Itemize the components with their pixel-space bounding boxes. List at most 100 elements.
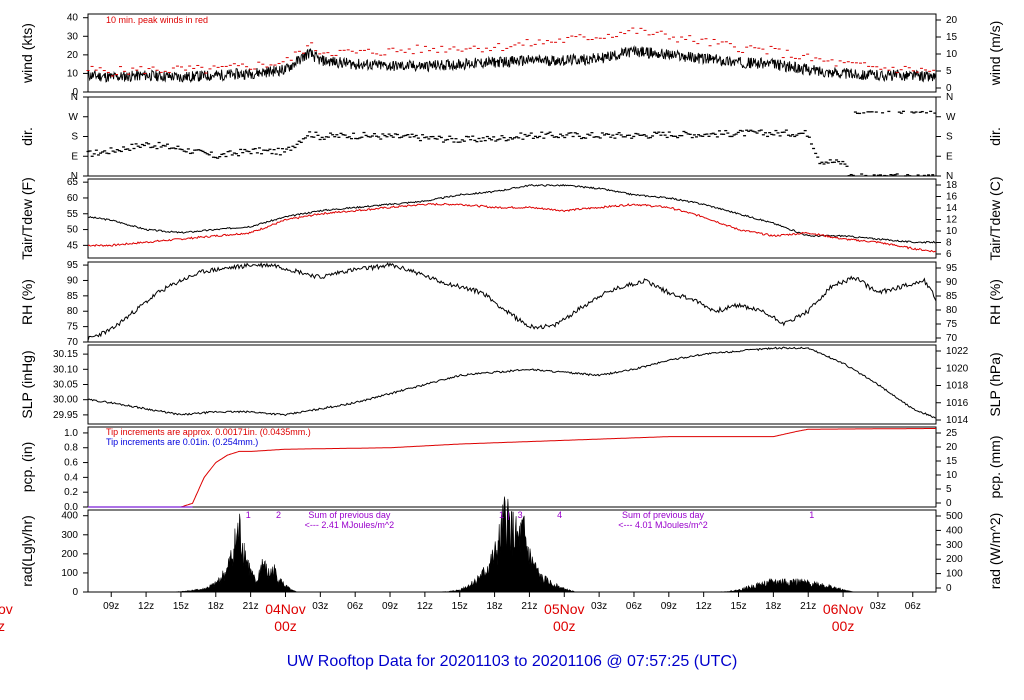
day-label-date: 05Nov (544, 601, 584, 617)
rain-mark: 1 (499, 510, 504, 520)
day-sum-note: Sum of previous day (308, 510, 391, 520)
page-title: UW Rooftop Data for 20201103 to 20201106… (287, 653, 738, 670)
y-axis-label-right: wind (m/s) (987, 21, 1003, 87)
rh-line (87, 261, 937, 341)
y-tick-label-right: 25 (946, 428, 958, 439)
y-tick-label: 90 (67, 275, 79, 286)
panel-slp: SLP (inHg) SLP (hPa) 29.95 30.00 30.05 30.10 3… (19, 344, 1003, 426)
y-tick-label: 30.00 (53, 395, 78, 406)
y-tick-label: 0.0 (64, 502, 78, 513)
y-tick-label: 10 (67, 68, 79, 79)
y-tick-label: 20 (67, 50, 79, 61)
panel-frame (87, 13, 937, 93)
y-tick-label-right: 18 (946, 180, 958, 191)
y-tick-label-right: 100 (946, 569, 963, 580)
pcp-red-line (88, 428, 936, 508)
y-tick-label-right: 0 (946, 583, 952, 594)
rain-mark: | (507, 510, 509, 520)
y-tick-label: 0 (72, 87, 78, 98)
y-tick-label: 30.10 (53, 364, 78, 375)
y-axis-label-right: dir. (987, 127, 1003, 146)
x-tick-label: 21z (800, 601, 816, 612)
y-axis-label-right: Tair/Tdew (C) (987, 176, 1003, 260)
pcp-note-blue: Tip increments are 0.01in. (0.254mm.) (106, 437, 258, 447)
y-tick-label-right: 1022 (946, 346, 969, 357)
x-tick-label: 21z (243, 601, 259, 612)
day-label-date: 04Nov (265, 601, 305, 617)
y-tick-label: 0.8 (64, 443, 78, 454)
y-tick-label-right: 95 (946, 263, 958, 274)
x-tick-label: 12z (138, 601, 154, 612)
y-tick-label-right: S (946, 132, 953, 143)
y-tick-label-right: 14 (946, 203, 958, 214)
y-tick-label-right: 85 (946, 291, 958, 302)
day-label-hour: 00z (832, 618, 855, 634)
y-tick-label-right: 10 (946, 49, 958, 60)
y-tick-label-right: 300 (946, 540, 963, 551)
panel-frame (87, 344, 937, 425)
y-tick-label: W (69, 112, 79, 123)
panel-frame (87, 426, 937, 508)
x-tick-label: 18z (208, 601, 224, 612)
y-tick-label-right: 70 (946, 333, 958, 344)
y-axis-label: rad(Lgly/hr) (19, 515, 35, 587)
panel-rh: RH (%) RH (%) 70 75 80 85 90 95 70 75 80 85 90 95 (19, 260, 1003, 348)
y-tick-label: 40 (67, 13, 79, 24)
rain-mark: 4 (557, 510, 562, 520)
y-tick-label-right: 1018 (946, 381, 969, 392)
y-tick-label-right: 15 (946, 32, 958, 43)
y-tick-label: 85 (67, 291, 79, 302)
y-axis-label: Tair/Tdew (F) (19, 177, 35, 259)
y-tick-label: 70 (67, 337, 79, 348)
y-tick-label: 29.95 (53, 410, 78, 421)
y-tick-label: 80 (67, 306, 79, 317)
y-axis-label-right: rad (W/m^2) (987, 513, 1003, 590)
air-temp-line (87, 183, 937, 244)
y-tick-label: 200 (61, 549, 78, 560)
y-tick-label-right: 16 (946, 192, 958, 203)
y-tick-label: 55 (67, 209, 79, 220)
y-axis-label: dir. (19, 127, 35, 146)
day-label-edge-hour: z (0, 618, 5, 634)
y-tick-label: 95 (67, 260, 79, 271)
x-tick-label: 12z (417, 601, 433, 612)
panel-rad: rad(Lgly/hr) rad (W/m^2) 0 100 200 300 400 0 100… (19, 509, 1003, 598)
dewpoint-line (87, 202, 937, 253)
day-label-hour: 00z (553, 618, 576, 634)
y-axis-label: wind (kts) (19, 23, 35, 84)
y-tick-label-right: E (946, 151, 953, 162)
y-tick-label: 60 (67, 193, 79, 204)
y-tick-label-right: 1014 (946, 415, 969, 426)
y-tick-label: 30 (67, 31, 79, 42)
rad-series: Sum of previous day<--- 2.41 MJoules/m^2… (88, 496, 936, 593)
y-tick-label: N (71, 171, 78, 182)
rain-mark: 1 (246, 510, 251, 520)
panel-wind: wind (kts) wind (m/s) 0 10 20 30 40 0 5 10 15 20 (19, 13, 1003, 98)
y-tick-label-right: 10 (946, 226, 958, 237)
wind-note: 10 min. peak winds in red (106, 15, 208, 25)
y-tick-label: 50 (67, 225, 79, 236)
y-tick-label: 30.05 (53, 380, 78, 391)
pcp-note-red: Tip increments are approx. 0.00171in. (0… (106, 427, 311, 437)
y-tick-label-right: 12 (946, 215, 958, 226)
y-tick-label-right: 15 (946, 456, 958, 467)
y-axis-label-right: RH (%) (987, 279, 1003, 325)
rain-mark: 1 (809, 510, 814, 520)
rain-mark: 2 (276, 510, 281, 520)
rh-series (87, 261, 937, 341)
y-tick-label-right: W (946, 112, 956, 123)
pcp-series: Tip increments are approx. 0.00171in. (0… (88, 427, 936, 508)
y-tick-label-right: 75 (946, 319, 958, 330)
y-tick-label: 400 (61, 511, 78, 522)
slp-line (87, 346, 937, 419)
x-tick-label: 03z (591, 601, 607, 612)
y-axis-label-right: SLP (hPa) (987, 352, 1003, 416)
x-tick-label: 06z (626, 601, 642, 612)
y-axis-label: SLP (inHg) (19, 350, 35, 418)
x-tick-label: 15z (173, 601, 189, 612)
x-tick-label: 03z (312, 601, 328, 612)
y-tick-label: 75 (67, 322, 79, 333)
y-tick-label-right: N (946, 171, 953, 182)
y-tick-label: S (71, 132, 78, 143)
